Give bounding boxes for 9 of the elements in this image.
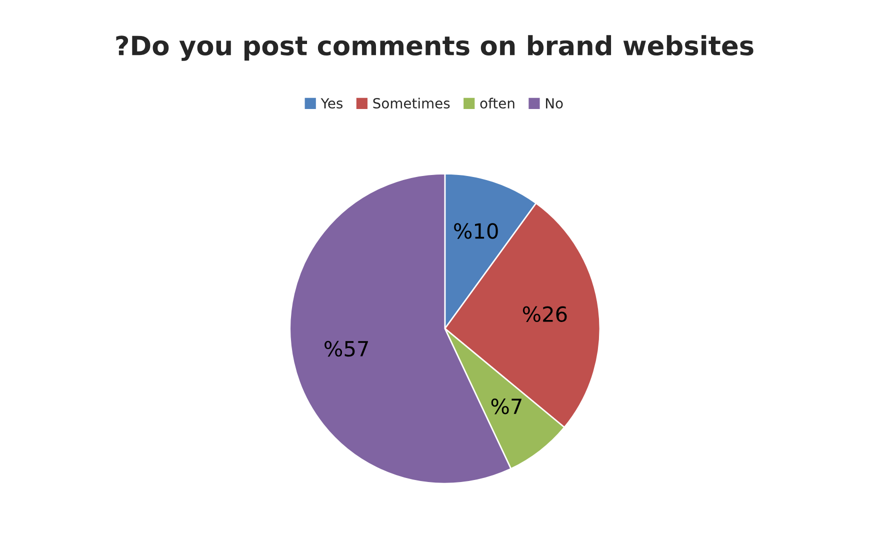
data-label: %10 bbox=[454, 223, 498, 239]
data-label: %7 bbox=[491, 398, 522, 414]
legend-label: Yes bbox=[320, 98, 343, 109]
legend-label: often bbox=[480, 98, 514, 109]
legend-label: No bbox=[546, 98, 563, 109]
chart-title: ?Do you post comments on brand websites bbox=[116, 35, 754, 61]
legend-label: Sometimes bbox=[373, 98, 450, 109]
data-label: %26 bbox=[522, 306, 567, 322]
data-label: %57 bbox=[324, 340, 368, 357]
